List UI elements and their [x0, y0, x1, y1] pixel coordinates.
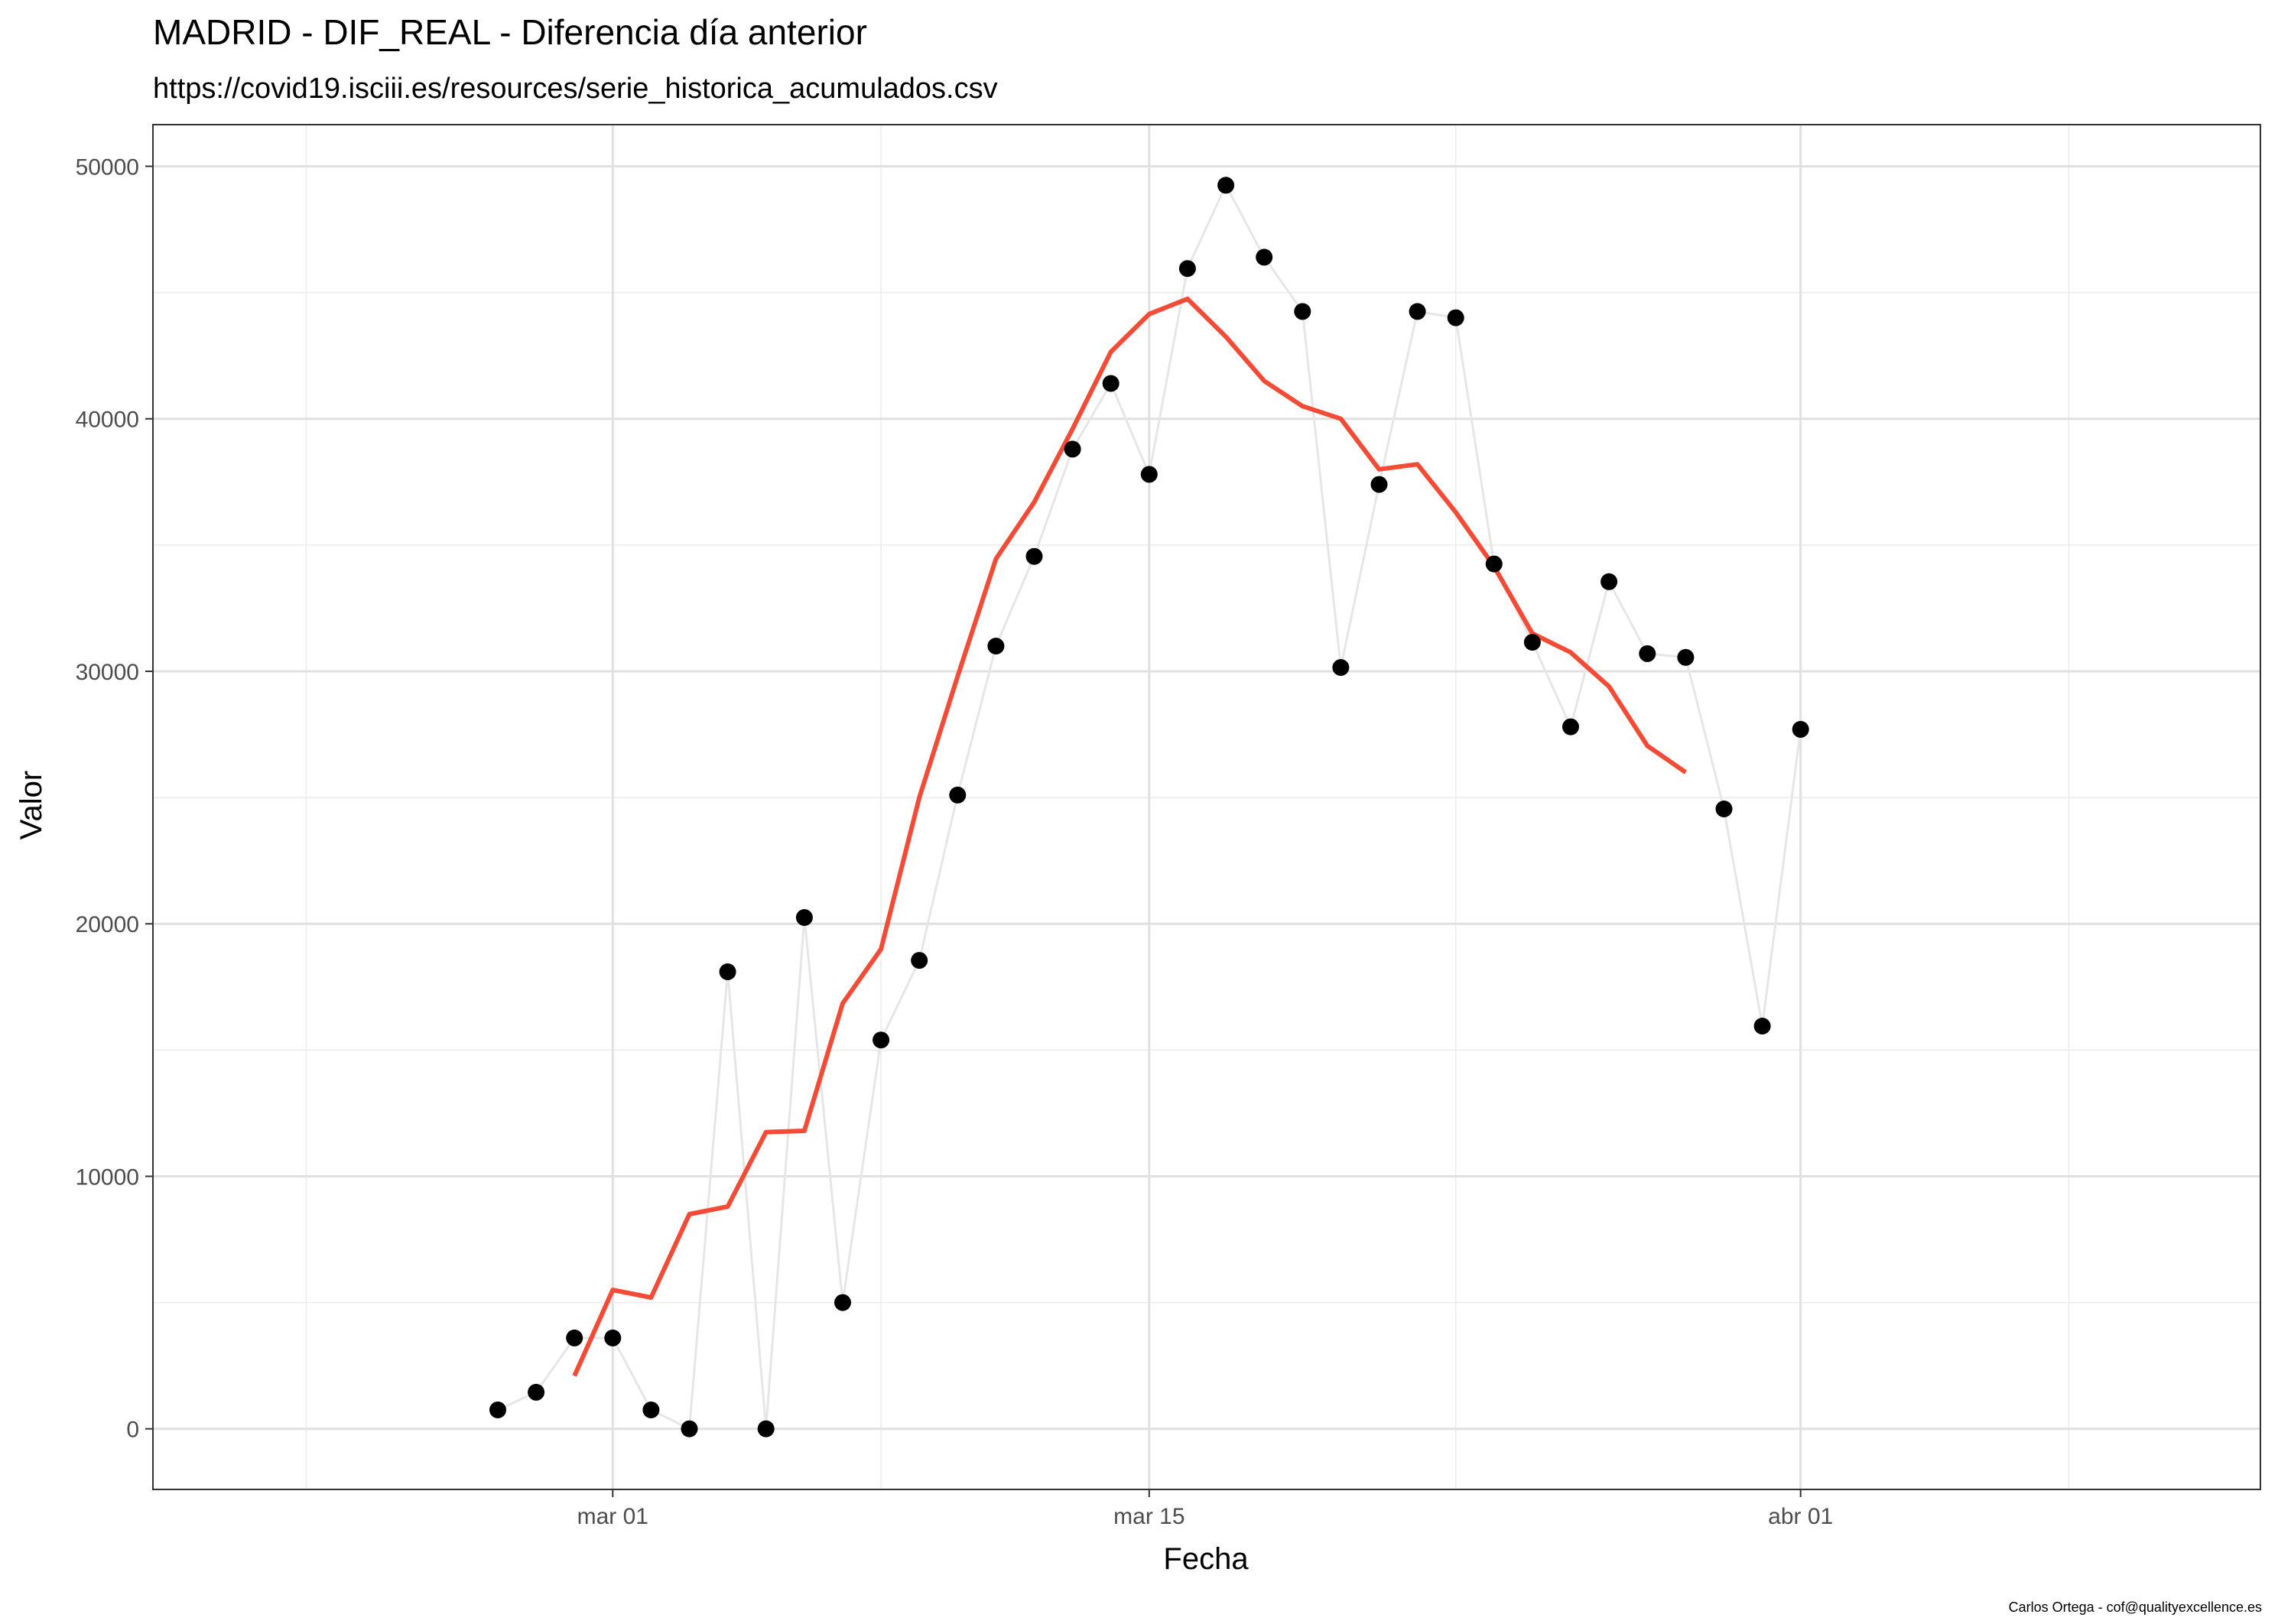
x-tick-label: mar 01	[577, 1504, 648, 1529]
y-tick-label: 10000	[76, 1164, 139, 1190]
data-point	[1025, 547, 1043, 565]
data-point	[1792, 720, 1809, 738]
chart-caption: Carlos Ortega - cof@qualityexcellence.es	[2009, 1600, 2262, 1615]
data-point	[1140, 466, 1158, 483]
data-point	[566, 1329, 583, 1346]
chart-subtitle: https://covid19.isciii.es/resources/seri…	[153, 73, 998, 105]
data-point	[1409, 303, 1426, 320]
data-point	[1370, 476, 1388, 493]
plot-panel-border	[152, 124, 2261, 1490]
y-tick-label: 30000	[76, 660, 139, 685]
data-point	[1064, 440, 1081, 458]
data-point	[834, 1294, 851, 1311]
y-tick-label: 20000	[76, 912, 139, 937]
series-layer	[489, 177, 1809, 1437]
data-point	[489, 1402, 506, 1418]
data-point	[642, 1402, 660, 1418]
data-point	[757, 1420, 775, 1437]
y-axis-title: Valor	[15, 771, 48, 840]
y-tick-label: 40000	[76, 408, 139, 433]
data-point	[719, 963, 736, 980]
tick-layer: 0 10000 20000 30000 40000 50000 mar 01 mar 15 ab…	[76, 154, 1834, 1529]
data-point	[949, 786, 967, 804]
data-point	[1294, 303, 1311, 320]
grid-layer	[153, 125, 2260, 1489]
data-point	[604, 1329, 622, 1346]
trend-series-line	[572, 296, 1688, 1377]
data-point	[1753, 1018, 1771, 1034]
data-point	[1639, 645, 1656, 662]
data-point	[911, 952, 928, 970]
data-point	[1102, 375, 1120, 392]
data-point	[1217, 177, 1235, 194]
data-point	[528, 1383, 545, 1401]
data-point	[681, 1420, 698, 1437]
data-point	[987, 638, 1005, 654]
data-point	[1447, 309, 1464, 326]
data-point	[873, 1031, 890, 1049]
data-point	[795, 909, 813, 926]
data-point	[1562, 718, 1579, 736]
y-tick-label: 0	[126, 1418, 139, 1443]
data-point	[1178, 260, 1196, 278]
data-point	[1485, 555, 1503, 573]
y-tick-label: 50000	[76, 154, 139, 180]
data-point	[1523, 634, 1541, 651]
x-axis-title: Fecha	[1163, 1542, 1249, 1576]
data-point	[1332, 659, 1350, 676]
x-tick-label: abr 01	[1768, 1504, 1833, 1529]
x-tick-label: mar 15	[1113, 1504, 1184, 1529]
data-point	[1715, 801, 1733, 817]
data-point	[1600, 573, 1618, 590]
data-point	[1677, 648, 1695, 666]
chart-title: MADRID - DIF_REAL - Diferencia día anter…	[153, 12, 867, 52]
data-point	[1256, 248, 1273, 266]
